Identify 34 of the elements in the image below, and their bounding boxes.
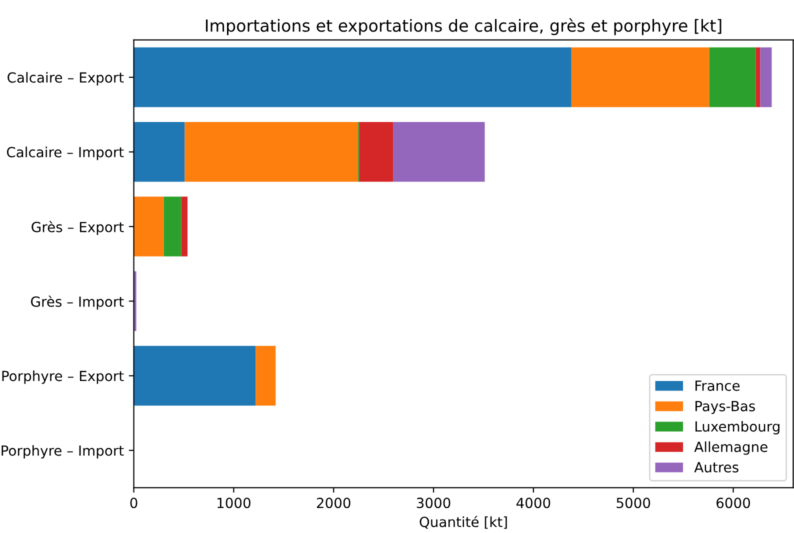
legend-label: France (696, 380, 740, 391)
y-tick-label: Porphyre – Import (2, 445, 124, 459)
bar (359, 122, 394, 182)
legend-label: Autres (694, 462, 738, 473)
y-tick-label: Calcaire – Import (6, 146, 124, 160)
legend-label: Allemagne (694, 441, 768, 455)
x-tick-label: 5000 (616, 498, 650, 508)
bar (134, 47, 572, 108)
bar (134, 196, 164, 256)
bar (134, 122, 185, 182)
legend-label: Pays-Bas (696, 401, 755, 414)
bar (393, 122, 485, 182)
bar (181, 196, 188, 256)
x-axis-title: Quantité [kt] (420, 516, 507, 529)
x-tick-label: 1000 (218, 498, 250, 508)
bar (256, 346, 276, 406)
bar (571, 47, 710, 108)
y-tick-label: Porphyre – Export (2, 370, 124, 384)
x-tick-label: 3000 (416, 498, 450, 508)
x-tick-label: 4000 (516, 498, 550, 508)
chart-title: Importations et exportations de calcaire, grès et porphyre [kt] (206, 18, 722, 36)
y-tick-label: Grès – Export (32, 220, 124, 235)
x-tick-label: 2000 (316, 498, 350, 508)
bar (709, 47, 756, 108)
y-tick-label: Grès – Import (31, 296, 124, 310)
bar (184, 122, 358, 182)
bar (164, 196, 182, 256)
y-tick-label: Calcaire – Export (8, 72, 124, 86)
legend-label: Luxembourg (696, 420, 780, 434)
bar (756, 47, 760, 108)
bar (134, 346, 256, 406)
x-tick-label: 0 (130, 498, 138, 508)
bar (760, 47, 772, 108)
x-tick-label: 6000 (716, 498, 750, 508)
